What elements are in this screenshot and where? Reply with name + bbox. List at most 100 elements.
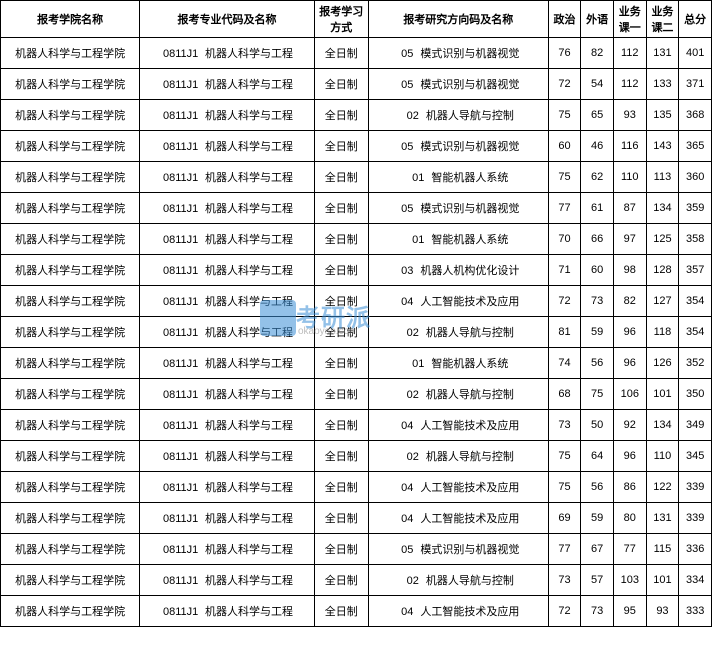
direction-name: 人工智能技术及应用 — [420, 293, 519, 309]
cell-college: 机器人科学与工程学院 — [1, 38, 140, 69]
table-row: 机器人科学与工程学院0811J1机器人科学与工程全日制01 智能机器人系统756… — [1, 162, 712, 193]
cell-politics: 68 — [548, 379, 581, 410]
cell-study-mode: 全日制 — [314, 596, 368, 627]
cell-total: 365 — [679, 131, 712, 162]
cell-total: 371 — [679, 69, 712, 100]
direction-code: 04 — [397, 296, 417, 308]
cell-course2: 122 — [646, 472, 679, 503]
cell-foreign: 67 — [581, 534, 614, 565]
cell-course2: 110 — [646, 441, 679, 472]
direction-code: 04 — [397, 606, 417, 618]
cell-foreign: 54 — [581, 69, 614, 100]
cell-foreign: 61 — [581, 193, 614, 224]
major-code: 0811J1 — [161, 234, 205, 246]
major-name: 机器人科学与工程 — [205, 479, 293, 495]
direction-name: 智能机器人系统 — [431, 231, 508, 247]
header-major: 报考专业代码及名称 — [140, 1, 314, 38]
cell-total: 345 — [679, 441, 712, 472]
cell-college: 机器人科学与工程学院 — [1, 100, 140, 131]
table-row: 机器人科学与工程学院0811J1机器人科学与工程全日制04 人工智能技术及应用7… — [1, 410, 712, 441]
cell-course2: 101 — [646, 379, 679, 410]
cell-total: 352 — [679, 348, 712, 379]
cell-politics: 76 — [548, 38, 581, 69]
cell-course1: 96 — [613, 317, 646, 348]
table-row: 机器人科学与工程学院0811J1机器人科学与工程全日制04 人工智能技术及应用6… — [1, 503, 712, 534]
cell-major: 0811J1机器人科学与工程 — [140, 69, 314, 100]
major-name: 机器人科学与工程 — [205, 386, 293, 402]
cell-major: 0811J1机器人科学与工程 — [140, 379, 314, 410]
cell-major: 0811J1机器人科学与工程 — [140, 472, 314, 503]
cell-direction: 04 人工智能技术及应用 — [369, 286, 549, 317]
cell-study-mode: 全日制 — [314, 348, 368, 379]
cell-politics: 74 — [548, 348, 581, 379]
cell-foreign: 57 — [581, 565, 614, 596]
cell-course2: 131 — [646, 503, 679, 534]
cell-course1: 97 — [613, 224, 646, 255]
direction-name: 机器人导航与控制 — [426, 386, 514, 402]
major-code: 0811J1 — [161, 358, 205, 370]
major-code: 0811J1 — [161, 544, 205, 556]
direction-name: 人工智能技术及应用 — [420, 479, 519, 495]
cell-course2: 143 — [646, 131, 679, 162]
direction-name: 智能机器人系统 — [431, 355, 508, 371]
cell-major: 0811J1机器人科学与工程 — [140, 286, 314, 317]
header-college: 报考学院名称 — [1, 1, 140, 38]
cell-college: 机器人科学与工程学院 — [1, 472, 140, 503]
cell-study-mode: 全日制 — [314, 255, 368, 286]
cell-major: 0811J1机器人科学与工程 — [140, 317, 314, 348]
cell-major: 0811J1机器人科学与工程 — [140, 193, 314, 224]
table-row: 机器人科学与工程学院0811J1机器人科学与工程全日制05 模式识别与机器视觉6… — [1, 131, 712, 162]
cell-major: 0811J1机器人科学与工程 — [140, 441, 314, 472]
cell-major: 0811J1机器人科学与工程 — [140, 534, 314, 565]
cell-study-mode: 全日制 — [314, 379, 368, 410]
cell-politics: 69 — [548, 503, 581, 534]
cell-college: 机器人科学与工程学院 — [1, 162, 140, 193]
cell-foreign: 73 — [581, 286, 614, 317]
cell-direction: 04 人工智能技术及应用 — [369, 596, 549, 627]
major-name: 机器人科学与工程 — [205, 76, 293, 92]
cell-course2: 135 — [646, 100, 679, 131]
table-body: 机器人科学与工程学院0811J1机器人科学与工程全日制05 模式识别与机器视觉7… — [1, 38, 712, 627]
cell-total: 358 — [679, 224, 712, 255]
cell-course1: 80 — [613, 503, 646, 534]
direction-code: 05 — [397, 544, 417, 556]
table-row: 机器人科学与工程学院0811J1机器人科学与工程全日制05 模式识别与机器视觉7… — [1, 193, 712, 224]
direction-code: 02 — [403, 110, 423, 122]
header-politics: 政治 — [548, 1, 581, 38]
cell-foreign: 73 — [581, 596, 614, 627]
direction-code: 01 — [408, 234, 428, 246]
cell-politics: 71 — [548, 255, 581, 286]
cell-study-mode: 全日制 — [314, 69, 368, 100]
cell-study-mode: 全日制 — [314, 162, 368, 193]
direction-name: 人工智能技术及应用 — [420, 603, 519, 619]
cell-study-mode: 全日制 — [314, 317, 368, 348]
cell-politics: 72 — [548, 69, 581, 100]
major-code: 0811J1 — [161, 575, 205, 587]
cell-total: 354 — [679, 286, 712, 317]
direction-code: 05 — [397, 48, 417, 60]
table-row: 机器人科学与工程学院0811J1机器人科学与工程全日制02 机器人导航与控制75… — [1, 441, 712, 472]
direction-code: 04 — [397, 420, 417, 432]
major-code: 0811J1 — [161, 265, 205, 277]
cell-course1: 95 — [613, 596, 646, 627]
cell-direction: 05 模式识别与机器视觉 — [369, 131, 549, 162]
cell-total: 357 — [679, 255, 712, 286]
table-row: 机器人科学与工程学院0811J1机器人科学与工程全日制02 机器人导航与控制68… — [1, 379, 712, 410]
cell-course1: 96 — [613, 348, 646, 379]
cell-direction: 05 模式识别与机器视觉 — [369, 38, 549, 69]
major-name: 机器人科学与工程 — [205, 138, 293, 154]
cell-major: 0811J1机器人科学与工程 — [140, 565, 314, 596]
header-total: 总分 — [679, 1, 712, 38]
cell-direction: 02 机器人导航与控制 — [369, 441, 549, 472]
cell-total: 360 — [679, 162, 712, 193]
header-foreign: 外语 — [581, 1, 614, 38]
table-row: 机器人科学与工程学院0811J1机器人科学与工程全日制04 人工智能技术及应用7… — [1, 596, 712, 627]
cell-total: 334 — [679, 565, 712, 596]
cell-politics: 81 — [548, 317, 581, 348]
cell-college: 机器人科学与工程学院 — [1, 565, 140, 596]
cell-college: 机器人科学与工程学院 — [1, 317, 140, 348]
major-code: 0811J1 — [161, 482, 205, 494]
table-row: 机器人科学与工程学院0811J1机器人科学与工程全日制04 人工智能技术及应用7… — [1, 472, 712, 503]
cell-politics: 75 — [548, 162, 581, 193]
cell-total: 368 — [679, 100, 712, 131]
